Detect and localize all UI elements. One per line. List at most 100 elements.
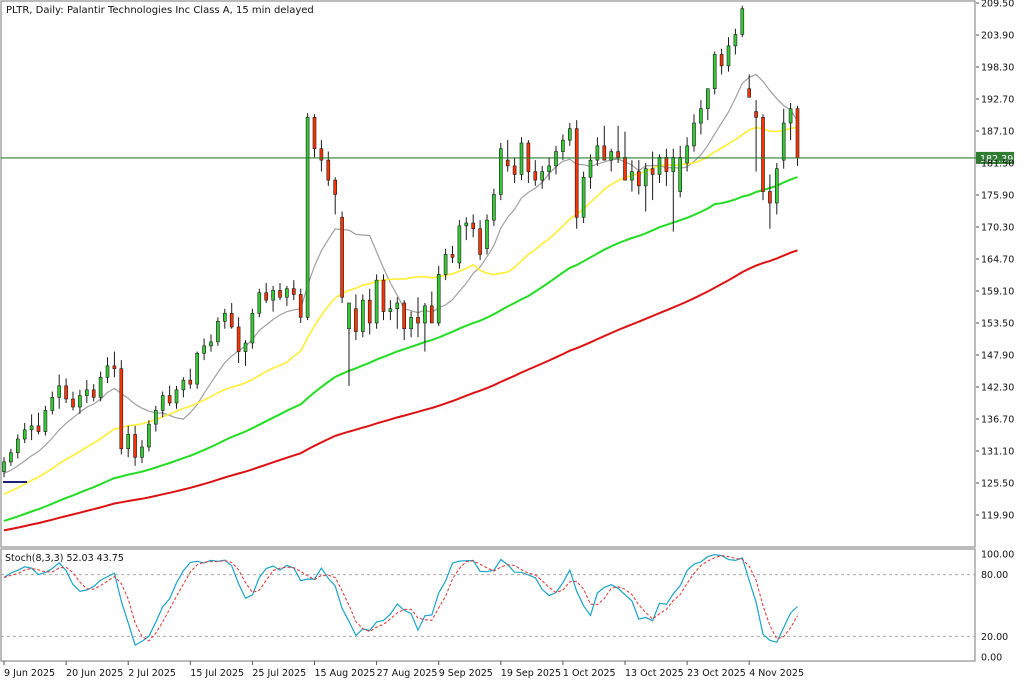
candle-body-up <box>250 312 255 344</box>
candle-body-down <box>236 326 241 352</box>
candle <box>540 165 545 189</box>
candle-body-up <box>595 145 600 161</box>
price-axis-label: 175.90 <box>981 191 1014 202</box>
candle-body-down <box>574 128 579 218</box>
candle <box>436 265 441 326</box>
candle <box>609 148 614 172</box>
candle-body-up <box>305 116 310 318</box>
stoch-k-value: 52.03 <box>66 553 93 564</box>
candle-body-down <box>36 425 41 432</box>
date-axis-label: 2 Jul 2025 <box>128 668 176 679</box>
candle-body-up <box>630 171 634 181</box>
candle-body-up <box>209 341 213 347</box>
candle-body-up <box>216 320 220 343</box>
candle-body-up <box>788 108 793 124</box>
candle <box>636 160 641 195</box>
candle <box>630 160 634 192</box>
candle <box>492 188 496 226</box>
candle <box>588 154 593 189</box>
candle <box>498 143 503 201</box>
candle <box>712 51 717 95</box>
candle <box>354 294 358 341</box>
candle-body-down <box>326 159 331 181</box>
candle-body-up <box>457 225 462 264</box>
candle <box>643 163 648 212</box>
candle <box>360 294 365 338</box>
price-axis-label: 153.50 <box>981 319 1014 330</box>
candle-body-down <box>333 179 338 195</box>
date-axis-label: 15 Aug 2025 <box>315 668 376 679</box>
candle-body-up <box>657 156 662 175</box>
date-axis-label: 9 Jun 2025 <box>4 668 55 679</box>
candle <box>278 283 282 301</box>
candle <box>450 245 455 263</box>
candle-body-up <box>2 461 6 472</box>
candle <box>664 148 669 186</box>
date-axis-label: 23 Oct 2025 <box>687 668 746 679</box>
candle-body-down <box>229 312 234 328</box>
candle-body-down <box>636 171 641 187</box>
candle <box>374 274 379 329</box>
candle-body-up <box>692 122 696 147</box>
candle-body-up <box>740 8 745 35</box>
candle <box>471 214 476 238</box>
candle-body-down <box>450 254 455 258</box>
candle <box>2 457 6 478</box>
price-axis-label: 192.70 <box>981 95 1014 106</box>
candle-body-down <box>768 191 772 204</box>
candle-body-down <box>119 368 124 450</box>
candle-body-up <box>443 254 448 275</box>
candle <box>340 211 344 303</box>
candle <box>98 371 103 402</box>
candle <box>381 274 386 321</box>
candle-body-down <box>616 151 620 158</box>
candle-body-up <box>181 379 186 391</box>
candle-body-down <box>761 116 765 192</box>
candle <box>43 405 48 436</box>
candle-body-down <box>747 88 752 98</box>
candle-body-down <box>664 156 669 172</box>
candle-body-up <box>43 410 48 432</box>
candle-body-down <box>719 54 724 67</box>
candle-body-down <box>526 142 531 172</box>
candle-body-down <box>71 398 75 408</box>
candle-body-up <box>78 395 82 408</box>
candle-body-up <box>581 176 586 218</box>
candle <box>22 423 27 443</box>
candle <box>388 300 393 321</box>
candle <box>119 360 124 455</box>
price-axis-label: 164.70 <box>981 255 1014 266</box>
candle-body-up <box>257 292 262 314</box>
price-axis-label: 198.30 <box>981 63 1014 74</box>
candle <box>678 145 683 198</box>
candle <box>188 368 193 389</box>
candle <box>457 220 462 269</box>
candle-body-up <box>547 165 551 172</box>
candle-body-up <box>671 156 676 172</box>
candle <box>526 140 531 183</box>
candle <box>554 145 558 175</box>
candle <box>326 151 331 186</box>
price-axis-label: 159.10 <box>981 287 1014 298</box>
stoch-axis-label: 0.00 <box>981 653 1002 664</box>
candle-body-up <box>388 308 393 312</box>
candle-body-up <box>243 342 248 352</box>
candle-body-up <box>29 425 34 431</box>
candle-body-up <box>374 279 379 324</box>
price-axis-label: 170.30 <box>981 223 1014 234</box>
candle-body-down <box>512 165 517 175</box>
candle <box>367 288 372 335</box>
candle <box>15 434 20 459</box>
candle <box>623 131 627 181</box>
candle <box>699 100 703 135</box>
candle <box>761 114 765 201</box>
candle-body-down <box>354 308 358 332</box>
candle-body-up <box>733 34 738 47</box>
candle-body-down <box>188 379 193 385</box>
candle <box>333 177 338 215</box>
candle-body-up <box>22 429 27 440</box>
candle-body-up <box>85 389 89 396</box>
stoch-label: Stoch(8,3,3) 52.03 43.75 <box>5 553 124 564</box>
